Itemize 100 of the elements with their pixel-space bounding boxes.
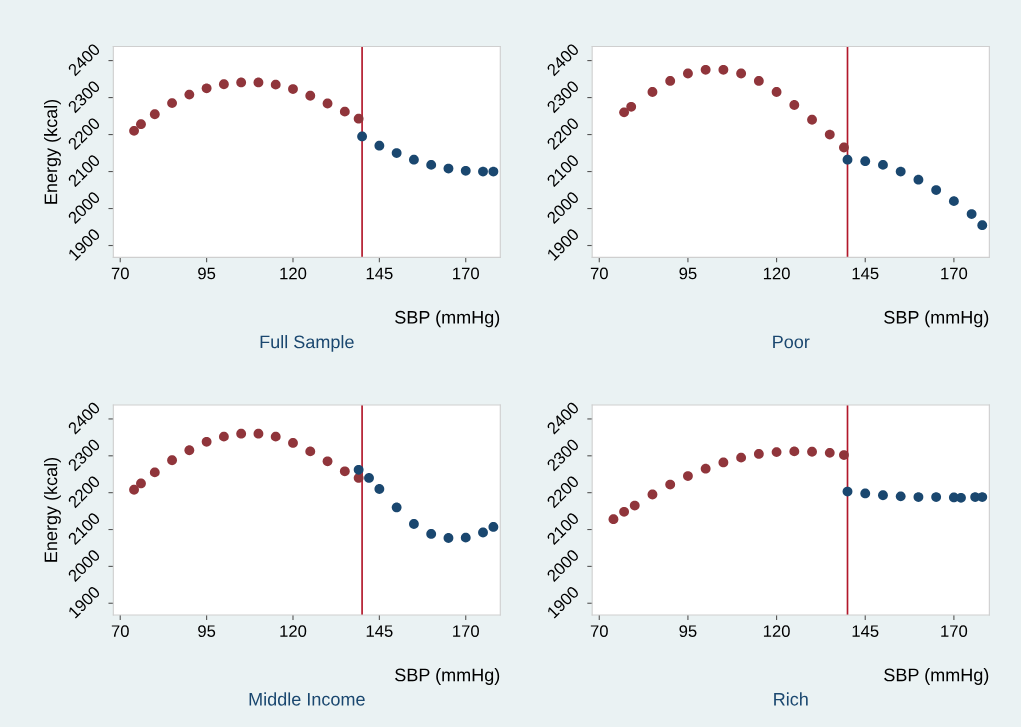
point <box>218 431 229 442</box>
point <box>842 154 853 165</box>
point <box>478 166 488 177</box>
point <box>753 449 764 459</box>
point <box>236 428 247 439</box>
point <box>184 89 195 100</box>
point <box>391 502 402 513</box>
point <box>913 174 924 185</box>
point <box>771 447 782 458</box>
point <box>201 436 212 447</box>
x-axis-title: SBP (mmHg) <box>884 668 989 685</box>
point <box>839 142 849 153</box>
x-tick-label: 95 <box>679 625 697 638</box>
point <box>718 457 729 468</box>
point <box>270 431 281 442</box>
point <box>647 489 658 500</box>
x-tick-label: 145 <box>366 267 393 280</box>
point <box>357 131 367 142</box>
x-tick-label: 145 <box>366 625 393 638</box>
point <box>488 522 499 532</box>
text: Full Sample <box>260 335 354 352</box>
x-tick-label: 70 <box>590 625 608 638</box>
point <box>409 519 419 529</box>
point <box>353 113 364 124</box>
point <box>700 463 711 474</box>
point <box>931 185 942 195</box>
point <box>184 445 195 456</box>
x-tick-label: 70 <box>111 625 129 638</box>
point <box>443 163 454 174</box>
point <box>789 446 800 457</box>
point <box>626 101 637 112</box>
point <box>736 68 747 79</box>
point <box>966 209 977 219</box>
point <box>305 90 316 101</box>
point <box>665 479 676 490</box>
point <box>129 125 139 136</box>
point <box>253 77 264 88</box>
point <box>608 514 619 525</box>
point <box>322 456 333 467</box>
text: Rich <box>774 692 808 706</box>
point <box>977 220 988 231</box>
point <box>878 490 888 501</box>
x-tick-label: 170 <box>453 267 479 280</box>
point <box>807 114 817 125</box>
point <box>478 527 488 538</box>
point <box>374 484 385 494</box>
point <box>895 491 906 502</box>
point <box>753 76 764 86</box>
text: Poor <box>773 335 810 349</box>
point <box>860 156 871 167</box>
point <box>824 447 835 458</box>
point <box>977 492 988 502</box>
x-tick-label: 120 <box>763 267 790 280</box>
x-tick-label: 70 <box>111 267 129 280</box>
point <box>842 486 853 497</box>
point <box>718 64 729 75</box>
point <box>895 166 906 177</box>
point <box>374 140 385 151</box>
x-axis-title: SBP (mmHg) <box>395 310 500 328</box>
point <box>948 196 959 207</box>
point <box>665 76 676 86</box>
x-tick-label: 95 <box>679 267 697 280</box>
point <box>736 452 747 463</box>
point <box>426 159 437 170</box>
point <box>956 492 966 503</box>
point <box>149 109 160 120</box>
point <box>167 455 177 466</box>
point <box>201 83 212 94</box>
point <box>488 166 499 177</box>
point <box>391 148 402 158</box>
point <box>322 98 333 109</box>
x-tick-label: 145 <box>852 625 879 638</box>
point <box>683 471 693 481</box>
point <box>339 106 350 117</box>
point <box>270 79 281 90</box>
x-tick-label: 170 <box>453 625 479 638</box>
point <box>913 492 924 502</box>
x-tick-label: 120 <box>280 267 307 280</box>
point <box>288 84 298 94</box>
x-tick-label: 170 <box>941 267 968 280</box>
point <box>364 473 374 483</box>
point <box>860 488 871 499</box>
x-axis-title: SBP (mmHg) <box>395 668 500 685</box>
point <box>305 446 316 457</box>
x-tick-label: 120 <box>763 625 790 638</box>
point <box>443 533 454 543</box>
point <box>619 506 630 517</box>
point <box>136 478 146 489</box>
point <box>460 532 471 543</box>
y-axis-title: Energy (kcal) <box>44 457 61 562</box>
point <box>149 467 160 478</box>
point <box>839 450 849 460</box>
point <box>619 107 630 118</box>
point <box>824 129 835 140</box>
x-tick-label: 70 <box>590 267 608 280</box>
point <box>339 466 350 477</box>
point <box>647 87 658 97</box>
point <box>253 428 264 439</box>
point <box>288 438 298 448</box>
x-axis-title: SBP (mmHg) <box>884 310 989 328</box>
